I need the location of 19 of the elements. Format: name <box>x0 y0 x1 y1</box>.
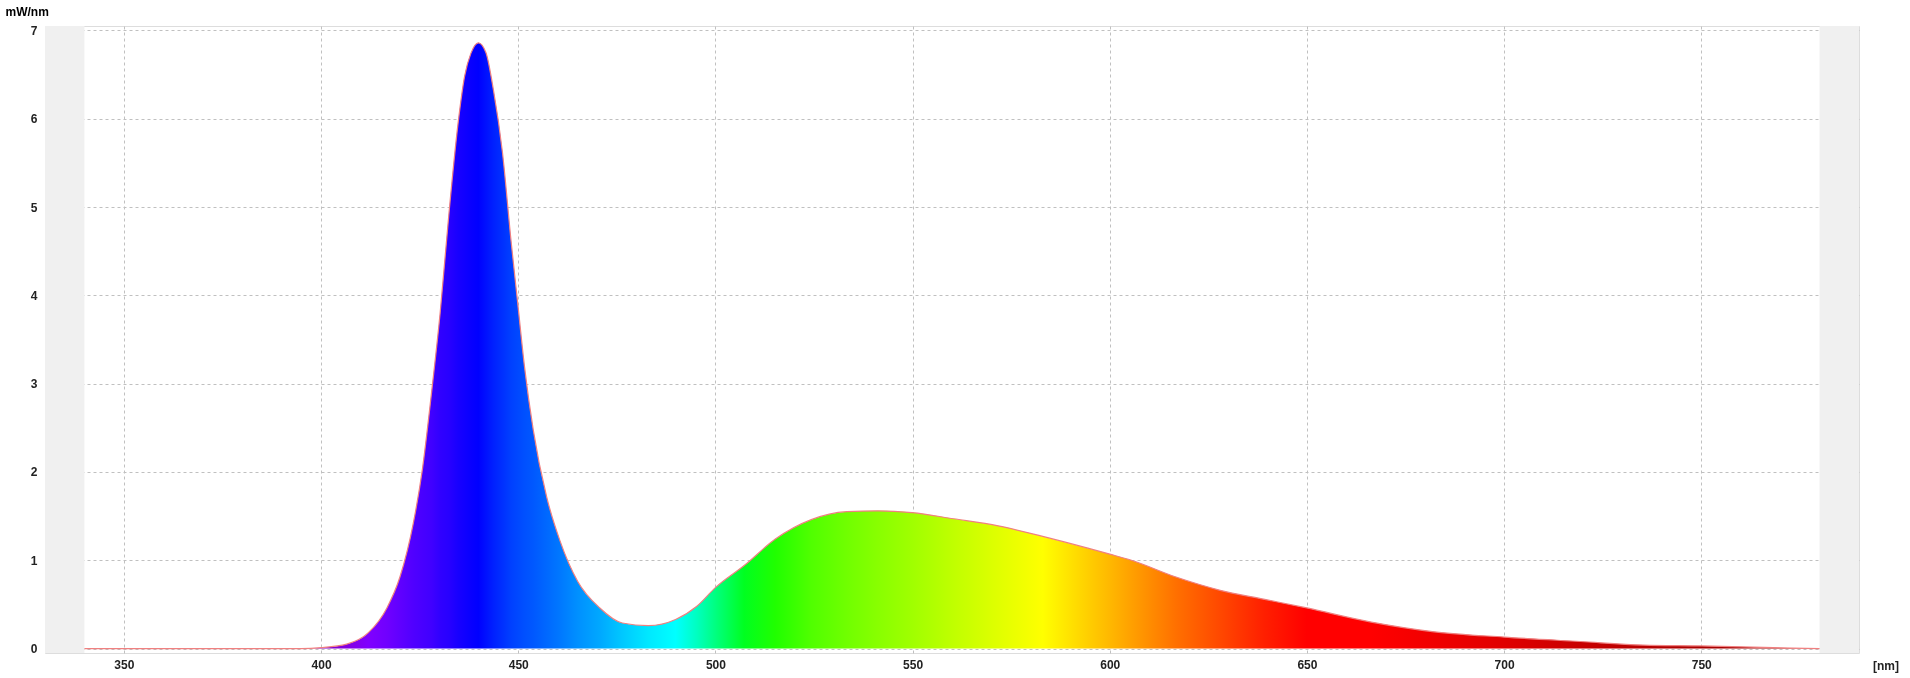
x-tick-label: 650 <box>1297 657 1318 672</box>
x-tick-label: 500 <box>705 657 727 672</box>
y-tick-label: 0 <box>30 642 38 657</box>
x-tick-label: 350 <box>114 657 135 672</box>
x-axis-title: [nm] <box>1873 659 1899 673</box>
y-tick-label: 2 <box>30 465 38 480</box>
y-tick-label: 4 <box>30 288 38 303</box>
y-tick-label: 6 <box>30 112 38 127</box>
x-tick-label: 700 <box>1494 657 1515 672</box>
y-axis-title: mW/nm <box>5 4 49 19</box>
x-tick-label: 550 <box>903 657 924 672</box>
y-tick-label: 7 <box>30 23 38 38</box>
x-tick-label: 600 <box>1100 657 1121 672</box>
y-tick-label: 5 <box>30 200 38 215</box>
x-tick-label: 400 <box>311 657 332 672</box>
x-tick-label: 750 <box>1691 657 1713 672</box>
x-tick-label: 450 <box>508 657 530 672</box>
y-tick-label: 3 <box>30 377 38 392</box>
y-tick-label: 1 <box>30 553 38 568</box>
